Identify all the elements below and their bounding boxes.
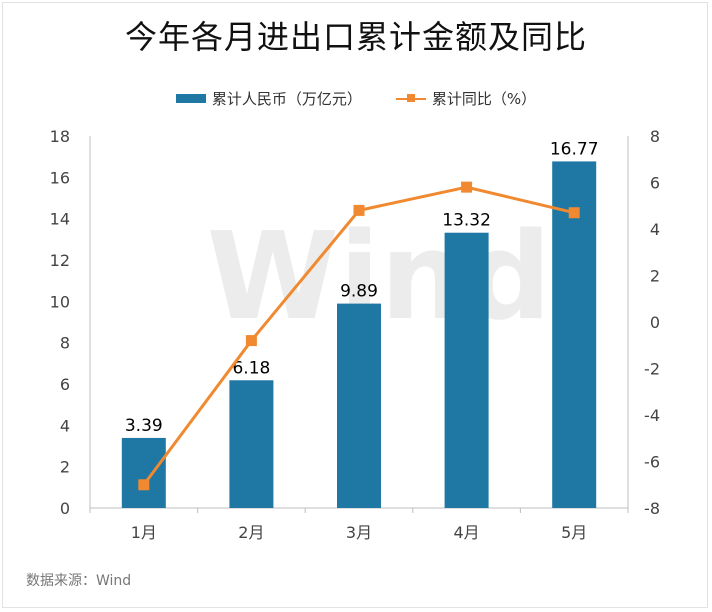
bar [552, 161, 597, 509]
line-point [461, 181, 473, 193]
line-point [245, 335, 257, 347]
chart-title: 今年各月进出口累计金额及同比 [124, 18, 587, 56]
line-point [138, 479, 150, 491]
bar-data-label: 3.39 [125, 416, 163, 436]
y-left-tick-label: 18 [50, 127, 70, 146]
bar-data-label: 13.32 [442, 211, 491, 231]
bar [337, 303, 381, 508]
bar-data-label: 16.77 [550, 139, 599, 159]
bar [444, 232, 489, 508]
y-left-tick-label: 0 [60, 499, 70, 518]
x-tick-label: 5月 [561, 523, 587, 542]
legend-bar-swatch [175, 94, 206, 103]
legend-line-label: 累计同比（%） [431, 90, 537, 108]
y-left-tick-label: 10 [50, 292, 70, 311]
y-right-tick-label: 2 [650, 267, 660, 286]
y-right-tick-label: -4 [644, 406, 660, 425]
x-tick-label: 2月 [238, 523, 264, 542]
x-tick-label: 1月 [131, 523, 157, 542]
line-point [568, 207, 580, 219]
source-note: 数据来源：Wind [26, 573, 132, 589]
bar [121, 437, 166, 508]
bar-data-label: 9.89 [340, 282, 378, 302]
y-right-tick-label: 0 [650, 313, 660, 332]
y-left-tick-label: 4 [60, 416, 70, 435]
y-right-tick-label: -6 [644, 453, 660, 472]
y-right-tick-label: 6 [650, 174, 660, 193]
x-tick-label: 4月 [454, 523, 480, 542]
y-left-tick-label: 14 [50, 210, 70, 229]
y-left-tick-label: 6 [60, 375, 70, 394]
y-left-tick-label: 2 [60, 458, 70, 477]
bar-data-label: 6.18 [232, 358, 270, 378]
y-left-tick-label: 8 [60, 334, 70, 353]
legend-item-bar: 累计人民币（万亿元） [175, 88, 362, 109]
bar [229, 380, 274, 508]
legend-item-line: 累计同比（%） [395, 88, 537, 109]
y-right-tick-label: 8 [650, 127, 660, 146]
line-point [353, 204, 365, 216]
y-right-tick-label: 4 [650, 220, 660, 239]
legend: 累计人民币（万亿元） 累计同比（%） [0, 88, 712, 109]
x-tick-label: 3月 [346, 523, 372, 542]
legend-bar-label: 累计人民币（万亿元） [211, 90, 362, 108]
y-left-tick-label: 16 [50, 168, 70, 187]
y-left-tick-label: 12 [50, 251, 70, 270]
legend-line-swatch [395, 94, 426, 103]
y-right-tick-label: -8 [644, 499, 660, 518]
y-right-tick-label: -2 [644, 360, 660, 379]
